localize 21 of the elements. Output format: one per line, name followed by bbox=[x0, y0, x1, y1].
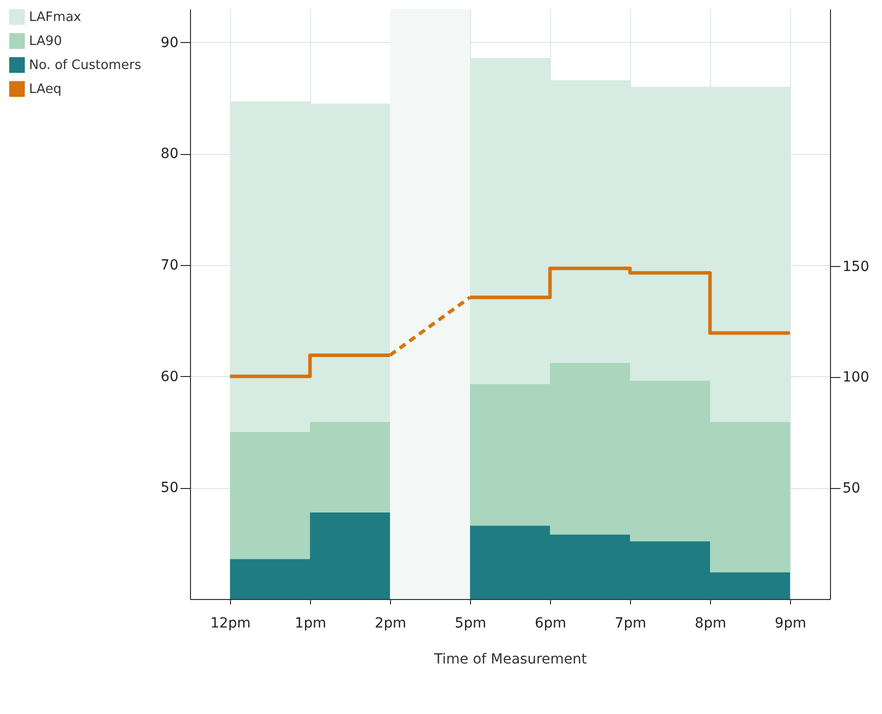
x-tick-label: 2pm bbox=[374, 616, 406, 632]
y-tick-label: 90 bbox=[160, 34, 178, 51]
legend-label: LAFmax bbox=[29, 10, 82, 25]
x-tick-label: 12pm bbox=[210, 616, 251, 632]
legend-label: LAeq bbox=[29, 82, 62, 97]
y-tick-label: 70 bbox=[160, 258, 178, 274]
x-tick-label: 6pm bbox=[534, 616, 566, 632]
legend-label: No. of Customers bbox=[29, 58, 142, 73]
y-tick-label: 80 bbox=[160, 146, 178, 162]
y2-tick-label: 50 bbox=[842, 480, 860, 497]
x-tick-label: 9pm bbox=[774, 616, 806, 632]
y-tick-label: 60 bbox=[160, 368, 178, 385]
y-tick-label: 50 bbox=[160, 480, 178, 496]
x-tick-label: 8pm bbox=[694, 616, 726, 632]
y2-tick-label: 150 bbox=[842, 258, 870, 275]
legend-label: LA90 bbox=[29, 34, 62, 49]
y2-tick-label: 100 bbox=[842, 370, 870, 386]
x-axis-title: Time of Measurement bbox=[433, 652, 588, 668]
x-tick-label: 1pm bbox=[294, 616, 326, 632]
x-tick-label: 5pm bbox=[454, 616, 486, 632]
x-tick-label: 7pm bbox=[614, 616, 646, 632]
